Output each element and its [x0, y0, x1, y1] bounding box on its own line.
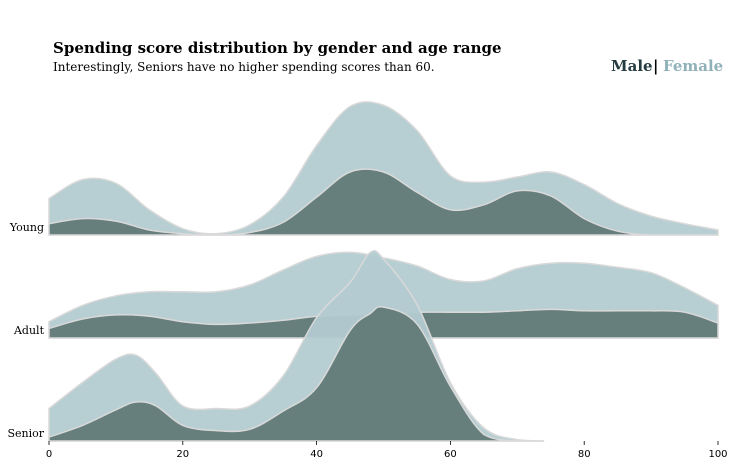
- legend: Male | Female: [611, 57, 723, 75]
- x-tick-label-100: 100: [708, 449, 727, 460]
- row-label-young: Young: [9, 221, 44, 234]
- x-tick-label-0: 0: [46, 449, 52, 460]
- legend-separator: |: [653, 57, 658, 75]
- chart-subtitle: Interestingly, Seniors have no higher sp…: [53, 60, 435, 74]
- x-axis: 0 20 40 60 80 100: [46, 441, 728, 460]
- ridge-senior: Senior: [7, 249, 545, 442]
- row-label-adult: Adult: [13, 324, 45, 337]
- x-tick-label-80: 80: [578, 449, 591, 460]
- x-tick-label-40: 40: [310, 449, 323, 460]
- density-male-senior: [48, 305, 545, 442]
- chart-title: Spending score distribution by gender an…: [53, 39, 502, 57]
- ridge-young: Young: [9, 101, 719, 236]
- x-tick-label-20: 20: [176, 449, 189, 460]
- x-tick-label-60: 60: [444, 449, 457, 460]
- legend-male: Male: [611, 57, 653, 75]
- row-label-senior: Senior: [7, 427, 44, 440]
- density-male-young: [48, 168, 718, 236]
- ridges: Young Adult Senior: [7, 101, 719, 442]
- legend-female: Female: [663, 57, 723, 75]
